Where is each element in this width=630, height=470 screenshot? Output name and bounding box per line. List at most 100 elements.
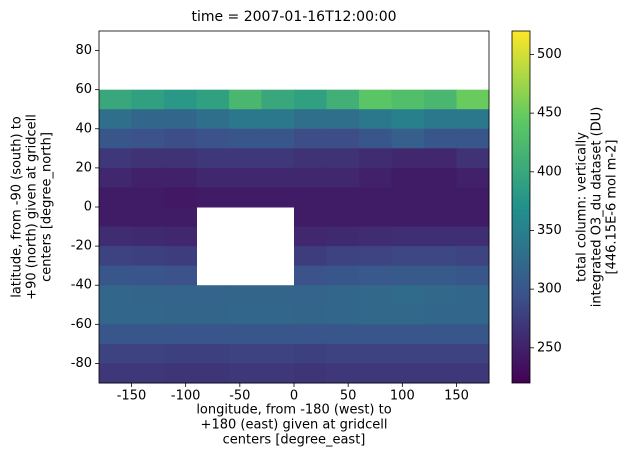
heatmap-cell [391,343,425,364]
heatmap-cell [196,304,230,325]
heatmap-cell [294,343,327,364]
heatmap-cell [456,207,490,228]
heatmap-cell [99,89,132,110]
colorbar-tick-label: 400 [537,164,562,179]
heatmap-cell [99,324,132,345]
heatmap-cell [294,128,327,149]
heatmap-cell [229,285,262,306]
heatmap-cell [261,304,295,325]
heatmap-cell [99,167,132,188]
heatmap-cell [424,89,457,110]
heatmap-cell [229,324,262,345]
heatmap-cell [99,246,132,267]
heatmap-cell [326,226,360,247]
heatmap-cell [164,109,197,130]
heatmap-cell [196,109,230,130]
x-tick-label: 100 [390,389,415,404]
heatmap-cell [131,304,165,325]
colorbar-label: integrated O3_du dataset (DU) [590,107,605,308]
heatmap-cell [456,246,490,267]
x-tick-label: -150 [117,389,147,404]
heatmap-cell [261,187,295,208]
heatmap-cell [359,167,392,188]
heatmap-cell [196,89,230,110]
heatmap-cell [424,207,457,228]
x-tick-label: 50 [340,389,357,404]
heatmap-cell [164,128,197,149]
heatmap-cell [391,246,425,267]
heatmap-cell [294,148,327,169]
heatmap-cell [424,109,457,130]
heatmap-cell [424,324,457,345]
heatmap-cell [359,363,392,384]
heatmap-cell [326,265,360,286]
heatmap-cell [261,128,295,149]
heatmap-cell [131,343,165,364]
heatmap-cell [99,343,132,364]
heatmap-cell [359,304,392,325]
colorbar-tick-label: 450 [537,106,562,121]
heatmap-cell [359,207,392,228]
heatmap-cell [391,285,425,306]
heatmap-cell [229,343,262,364]
heatmap-cell [99,304,132,325]
heatmap-cell [294,89,327,110]
heatmap-cell [326,167,360,188]
heatmap-cell [391,148,425,169]
heatmap-cell [359,226,392,247]
heatmap-cell [131,246,165,267]
x-axis-label: centers [degree_east] [223,433,366,448]
colorbar-tick-label: 500 [537,47,562,62]
heatmap-cell [196,148,230,169]
heatmap-cell [229,128,262,149]
heatmap-cell [294,207,327,228]
heatmap-cell [196,128,230,149]
heatmap-cell [196,285,230,306]
heatmap-cell [261,148,295,169]
heatmap-cell [456,285,490,306]
heatmap-cell [391,89,425,110]
heatmap-cell [359,265,392,286]
heatmap-cell [261,89,295,110]
heatmap-cell [326,343,360,364]
heatmap-cell [164,167,197,188]
colorbar [511,30,531,384]
colorbar-tick-label: 250 [537,340,562,355]
heatmap-cell [456,324,490,345]
heatmap-cell [391,109,425,130]
heatmap-cell [391,324,425,345]
heatmap-cell [261,363,295,384]
heatmap [99,89,490,384]
heatmap-cell [99,265,132,286]
heatmap-cell [391,207,425,228]
heatmap-cell [131,285,165,306]
heatmap-cell [261,343,295,364]
heatmap-cell [424,343,457,364]
heatmap-cell [99,128,132,149]
y-tick-label: 80 [75,43,92,58]
heatmap-cell [99,109,132,130]
heatmap-cell [326,363,360,384]
heatmap-cell [326,148,360,169]
heatmap-cell [196,324,230,345]
heatmap-cell [326,187,360,208]
heatmap-cell [131,226,165,247]
heatmap-cell [164,285,197,306]
heatmap-cell [164,207,197,228]
heatmap-cell [424,285,457,306]
heatmap-cell [359,285,392,306]
heatmap-cell [391,128,425,149]
heatmap-cell [294,285,327,306]
heatmap-cell [229,167,262,188]
heatmap-cell [229,89,262,110]
heatmap-cell [99,363,132,384]
heatmap-cell [99,207,132,228]
heatmap-cell [164,187,197,208]
heatmap-cell [196,343,230,364]
heatmap-cell [229,109,262,130]
heatmap-cell [456,128,490,149]
heatmap-cell [456,304,490,325]
heatmap-cell [294,109,327,130]
heatmap-cell [164,324,197,345]
